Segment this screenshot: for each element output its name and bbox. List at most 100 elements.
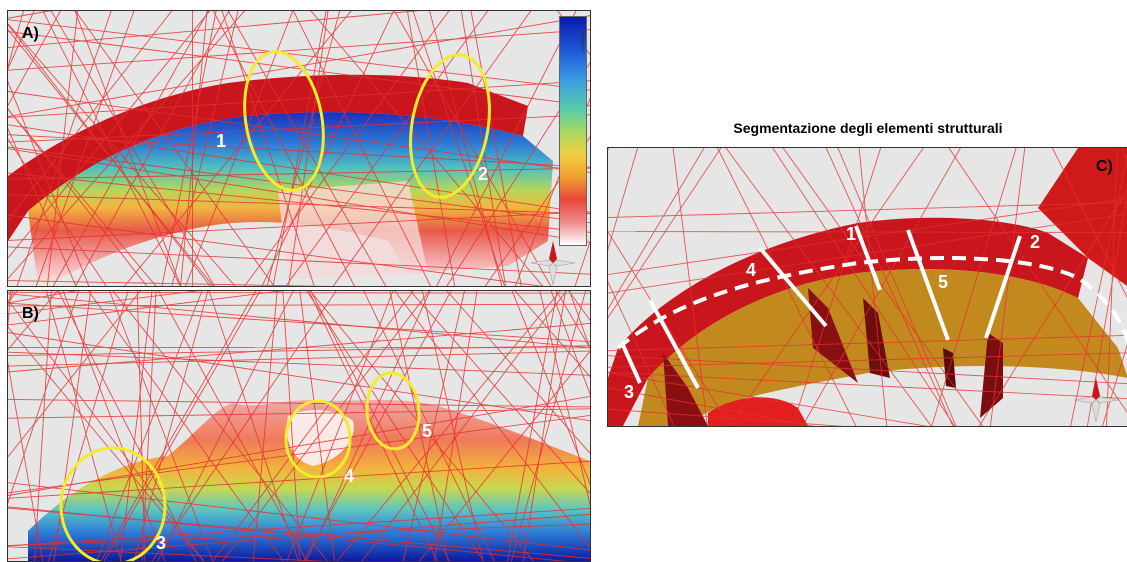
lineament-line (507, 291, 558, 561)
lineament-line (406, 11, 456, 286)
lineament-line (308, 291, 438, 561)
lineament-line (74, 11, 182, 286)
lineament-line (136, 291, 146, 561)
lineament-line (53, 291, 92, 561)
lineament-line (8, 211, 590, 241)
lineament-line (394, 291, 590, 549)
lineament-line (180, 11, 208, 286)
lineament-line (8, 172, 590, 233)
lineament-line (8, 167, 590, 180)
lineament-line (837, 148, 957, 426)
lineament-line (282, 291, 301, 561)
surface-red-patch (708, 397, 808, 426)
lineament-line (608, 201, 1127, 218)
lineament-line (782, 148, 984, 426)
lineament-line (8, 523, 590, 547)
lineament-line (8, 395, 590, 496)
lineament-line (8, 291, 11, 330)
panel-b-label: B) (22, 305, 39, 322)
lineament-line (717, 148, 857, 426)
lineament-line (1070, 154, 1127, 426)
lineament-line (8, 291, 14, 306)
segment-line-4 (758, 246, 828, 328)
marker-a-1: 1 (216, 131, 227, 151)
surface-white-peak (286, 409, 354, 466)
lineament-line (8, 11, 211, 259)
wedge-2 (863, 298, 890, 378)
lineament-line (8, 148, 590, 243)
lineament-line (429, 11, 503, 286)
lineament-line (62, 291, 166, 561)
lineament-line (608, 231, 1127, 233)
segment-line-2 (984, 235, 1022, 339)
figure-title: Segmentazione degli elementi strutturali (733, 120, 1003, 136)
segment-line-3 (620, 342, 642, 384)
lineament-line (421, 291, 484, 561)
lineament-line (446, 291, 590, 454)
lineament-line (112, 291, 328, 561)
panel-a-label: A) (22, 25, 39, 42)
lineament-line (288, 11, 329, 286)
highlight-ellipse-3 (59, 446, 167, 561)
lineament-line (8, 291, 285, 326)
elevation-colorbar (559, 16, 587, 246)
lineament-line (299, 291, 335, 561)
lineament-line (8, 11, 24, 69)
lineament-line (8, 293, 590, 349)
lineament-line (50, 11, 215, 286)
lineament-line (213, 11, 355, 286)
lineament-line (608, 281, 675, 426)
lineament-line (8, 302, 590, 343)
panel-c: C) 1 2 3 4 5 (607, 147, 1127, 427)
segment-line-5 (906, 229, 950, 341)
lineament-line (608, 197, 1127, 275)
lineament-line (303, 291, 452, 561)
lineament-line (978, 189, 1127, 426)
lineament-line (608, 408, 844, 426)
lineament-line (52, 11, 209, 286)
lineament-line (8, 124, 590, 215)
lineament-line (96, 291, 203, 561)
lineament-line (402, 291, 465, 561)
lineament-line (574, 240, 590, 286)
marker-b-4: 4 (344, 466, 355, 486)
lineament-line (48, 291, 129, 561)
lineament-line (171, 11, 239, 286)
lineament-line (8, 29, 590, 71)
lineament-line (8, 350, 590, 367)
lineament-line (42, 11, 181, 286)
lineament-line (446, 61, 590, 286)
lineament-line (109, 291, 213, 561)
marker-c-4: 4 (746, 260, 757, 280)
lineament-line (8, 303, 590, 307)
lineament-line (1051, 148, 1127, 299)
lineament-line (8, 460, 590, 499)
marker-b-5: 5 (422, 421, 433, 441)
lineament-line (266, 11, 341, 286)
lineament-line (568, 291, 590, 350)
lineament-line (608, 355, 1127, 385)
lineament-line (119, 291, 153, 561)
lineament-line (931, 148, 1017, 426)
lineament-line (8, 11, 35, 70)
lineament-line (133, 291, 209, 561)
lineament-line (825, 148, 954, 426)
marker-c-3: 3 (624, 382, 635, 402)
lineament-line (511, 291, 590, 485)
lineament-line (87, 291, 284, 561)
lineament-line (8, 351, 590, 376)
segment-line-left (648, 299, 700, 389)
lineament-line (310, 291, 450, 561)
lineament-line (8, 507, 590, 547)
lineament-line (1106, 148, 1118, 426)
lineament-line (8, 31, 590, 107)
lineament-line (8, 11, 421, 49)
lineament-line (8, 11, 61, 107)
lineament-line (8, 91, 590, 173)
lineament-line (470, 11, 522, 286)
lineament-line (8, 80, 590, 118)
lineament-line (8, 11, 52, 19)
lineament-line (948, 148, 1127, 413)
lineament-line (608, 334, 1127, 352)
panel-a: elevation A) 1 2 (7, 10, 591, 287)
